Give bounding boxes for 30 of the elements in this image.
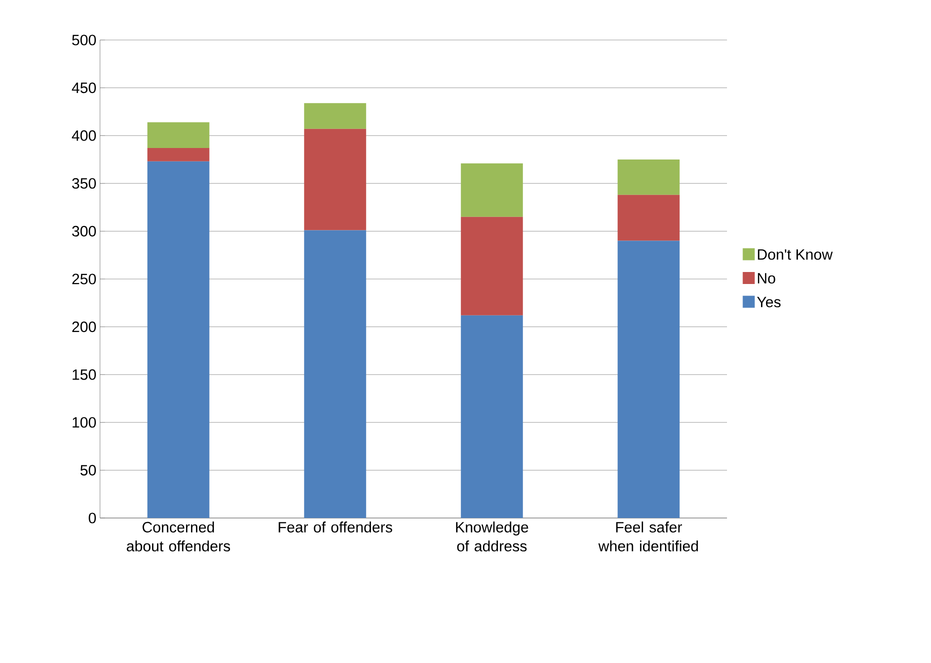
- bar: [147, 122, 210, 148]
- legend-label: Yes: [757, 296, 781, 308]
- y-tick-label: 300: [72, 226, 96, 236]
- x-tick-label: Knowledge of address: [456, 522, 528, 552]
- y-tick-label: 100: [72, 417, 96, 428]
- y-tick-label: 50: [80, 464, 96, 476]
- y-tick-label: 200: [72, 322, 96, 332]
- bar: [618, 159, 680, 195]
- bar: [460, 216, 523, 316]
- y-tick-label: 500: [72, 34, 96, 46]
- legend-label: Don't Know: [758, 249, 833, 260]
- bar: [460, 315, 523, 518]
- x-tick-label: Fear of offenders: [278, 522, 392, 532]
- bar: [304, 230, 366, 518]
- bar: [304, 103, 366, 129]
- x-tick-label: Concerned about offenders: [126, 522, 230, 552]
- bar: [460, 163, 523, 217]
- y-tick-label: 450: [72, 82, 96, 94]
- y-tick-label: 0: [88, 512, 96, 524]
- y-tick-label: 400: [72, 130, 96, 141]
- bar: [304, 128, 366, 230]
- y-tick-label: 150: [72, 369, 96, 380]
- bar: [147, 161, 210, 518]
- y-tick-label: 250: [72, 274, 96, 284]
- bar: [618, 240, 680, 518]
- legend-label: No: [758, 273, 776, 284]
- bar: [618, 194, 680, 241]
- bar: [147, 148, 210, 162]
- y-tick-label: 350: [72, 178, 96, 189]
- x-tick-label: Feel safer when identified: [598, 522, 698, 552]
